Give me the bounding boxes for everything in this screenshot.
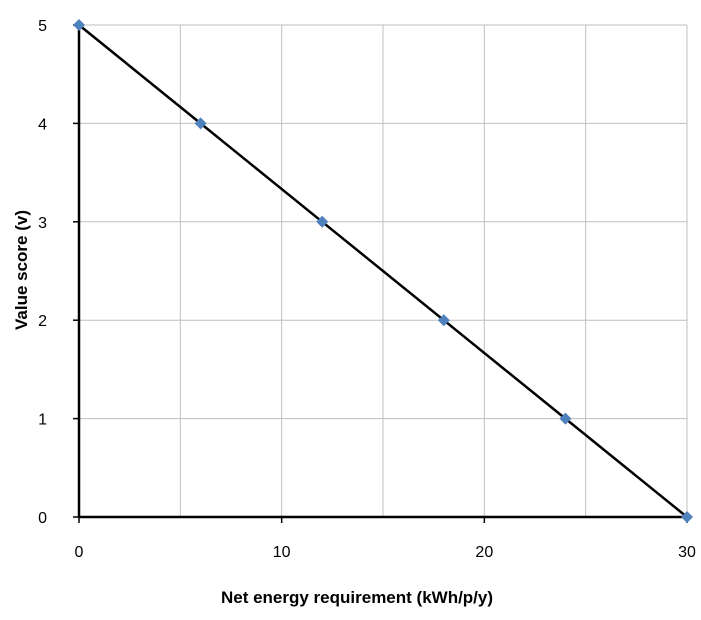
series-line [78,24,688,518]
y-tick-label: 5 [38,18,47,35]
y-tick-label: 3 [38,215,47,232]
labels: 0 1 2 3 4 5 0 10 20 30 [38,18,696,561]
grid [79,24,688,517]
x-tick-label: 10 [273,544,291,561]
axes [73,24,688,523]
data-point [316,215,329,228]
y-axis-title: Value score (v) [12,210,31,330]
data-point [437,314,450,327]
data-point [73,19,85,31]
data-point [559,412,572,425]
series [73,19,693,523]
data-point [194,117,207,130]
x-tick-label: 0 [75,544,84,561]
data-point [681,511,693,523]
y-tick-label: 0 [38,510,47,527]
x-tick-label: 20 [475,544,493,561]
y-tick-label: 1 [38,412,47,429]
y-tick-label: 2 [38,313,47,330]
y-tick-label: 4 [38,116,47,133]
x-tick-label: 30 [678,544,696,561]
x-axis-title: Net energy requirement (kWh/p/y) [221,588,493,607]
